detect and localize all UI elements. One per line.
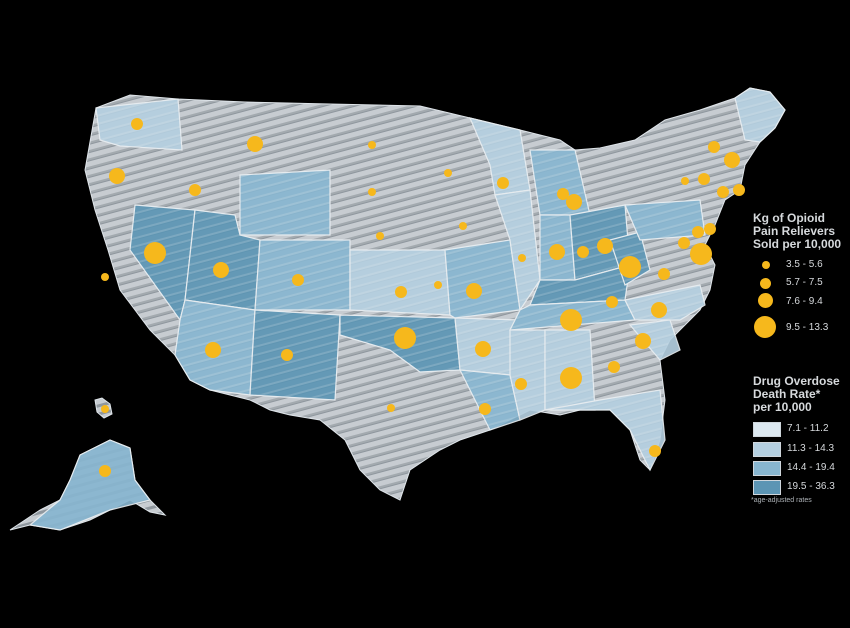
rate-legend-title-line: per 10,000 — [753, 400, 812, 414]
opioid-bubbles — [99, 118, 745, 477]
bubble-legend-range-2: 5.7 - 7.5 — [786, 277, 823, 288]
opioid-bubble — [708, 141, 720, 153]
opioid-bubble — [678, 237, 690, 249]
rate-legend-range-1: 7.1 - 11.2 — [787, 423, 829, 434]
opioid-bubble — [101, 405, 109, 413]
rate-legend-range-3: 14.4 - 19.4 — [787, 462, 835, 473]
opioid-bubble — [560, 367, 582, 389]
opioid-bubble — [649, 445, 661, 457]
opioid-bubble — [560, 309, 582, 331]
bubble-legend-title-line: Sold per 10,000 — [753, 237, 842, 251]
opioid-bubble — [518, 254, 526, 262]
opioid-bubble — [717, 186, 729, 198]
opioid-bubble — [459, 222, 467, 230]
opioid-bubble — [704, 223, 716, 235]
opioid-bubble — [608, 361, 620, 373]
rate-legend-swatch-2 — [753, 442, 781, 457]
opioid-bubble — [99, 465, 111, 477]
opioid-bubble — [724, 152, 740, 168]
rate-legend-swatch-3 — [753, 461, 781, 476]
opioid-bubble — [394, 327, 416, 349]
bubble-legend-range-1: 3.5 - 5.6 — [786, 259, 823, 270]
opioid-bubble — [557, 188, 569, 200]
opioid-bubble — [651, 302, 667, 318]
rate-legend-range-4: 19.5 - 36.3 — [787, 481, 835, 492]
opioid-bubble — [549, 244, 565, 260]
opioid-bubble — [281, 349, 293, 361]
opioid-bubble — [597, 238, 613, 254]
hatch-overlay — [85, 88, 785, 500]
opioid-bubble — [466, 283, 482, 299]
opioid-bubble — [144, 242, 166, 264]
bubble-legend-dot-1 — [762, 261, 770, 269]
bubble-legend-dot-2 — [760, 278, 771, 289]
opioid-bubble — [698, 173, 710, 185]
opioid-bubble — [101, 273, 109, 281]
opioid-bubble — [619, 256, 641, 278]
opioid-bubble — [376, 232, 384, 240]
bubble-legend-range-3: 7.6 - 9.4 — [786, 296, 823, 307]
opioid-bubble — [387, 404, 395, 412]
opioid-bubble — [479, 403, 491, 415]
opioid-bubble — [733, 184, 745, 196]
bubble-legend-dot-4 — [754, 316, 776, 338]
opioid-bubble — [515, 378, 527, 390]
opioid-bubble — [606, 296, 618, 308]
rate-legend-note: *age-adjusted rates — [751, 497, 812, 504]
opioid-bubble — [434, 281, 442, 289]
rate-legend-swatch-4 — [753, 480, 781, 495]
opioid-bubble — [205, 342, 221, 358]
opioid-bubble — [292, 274, 304, 286]
bubble-legend-range-4: 9.5 - 13.3 — [786, 322, 829, 333]
opioid-bubble — [475, 341, 491, 357]
opioid-bubble — [566, 194, 582, 210]
bubble-legend-title-line: Kg of Opioid — [753, 211, 825, 225]
rate-legend-range-2: 11.3 - 14.3 — [787, 443, 835, 454]
opioid-bubble — [692, 226, 704, 238]
opioid-bubble — [247, 136, 263, 152]
opioid-bubble — [368, 141, 376, 149]
opioid-bubble — [635, 333, 651, 349]
opioid-bubble — [109, 168, 125, 184]
opioid-bubble — [213, 262, 229, 278]
rate-legend-title-line: Death Rate* — [753, 387, 821, 401]
opioid-bubble — [444, 169, 452, 177]
opioid-bubble — [131, 118, 143, 130]
opioid-bubble — [658, 268, 670, 280]
rate-legend-title: Drug Overdose Death Rate* per 10,000 — [753, 375, 850, 414]
bubble-legend-title-line: Pain Relievers — [753, 224, 836, 238]
opioid-bubble — [395, 286, 407, 298]
bubble-legend-dot-3 — [758, 293, 773, 308]
rate-legend-title-line: Drug Overdose — [753, 374, 840, 388]
opioid-bubble — [577, 246, 589, 258]
opioid-bubble — [497, 177, 509, 189]
opioid-bubble — [681, 177, 689, 185]
opioid-bubble — [189, 184, 201, 196]
opioid-bubble — [690, 243, 712, 265]
rate-legend-swatch-1 — [753, 422, 781, 437]
opioid-bubble — [368, 188, 376, 196]
bubble-legend-title: Kg of Opioid Pain Relievers Sold per 10,… — [753, 212, 850, 251]
region-ak — [28, 439, 152, 531]
